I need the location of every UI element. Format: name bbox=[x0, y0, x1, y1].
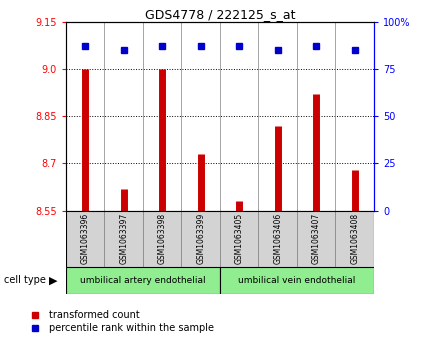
Text: GSM1063405: GSM1063405 bbox=[235, 213, 244, 264]
Bar bbox=[143, 211, 181, 267]
Bar bbox=[105, 211, 143, 267]
Text: GSM1063397: GSM1063397 bbox=[119, 213, 128, 264]
Text: GSM1063406: GSM1063406 bbox=[273, 213, 282, 264]
Bar bbox=[258, 211, 297, 267]
Text: GSM1063399: GSM1063399 bbox=[196, 213, 205, 264]
Bar bbox=[66, 267, 220, 294]
Text: umbilical artery endothelial: umbilical artery endothelial bbox=[80, 276, 206, 285]
Text: GSM1063396: GSM1063396 bbox=[81, 213, 90, 264]
Text: umbilical vein endothelial: umbilical vein endothelial bbox=[238, 276, 356, 285]
Title: GDS4778 / 222125_s_at: GDS4778 / 222125_s_at bbox=[144, 8, 295, 21]
Legend: transformed count, percentile rank within the sample: transformed count, percentile rank withi… bbox=[22, 306, 218, 337]
Bar bbox=[220, 211, 258, 267]
Bar bbox=[66, 211, 105, 267]
Text: GSM1063398: GSM1063398 bbox=[158, 213, 167, 264]
Text: cell type: cell type bbox=[4, 276, 46, 285]
Bar bbox=[181, 211, 220, 267]
Text: ▶: ▶ bbox=[49, 276, 57, 285]
Text: GSM1063407: GSM1063407 bbox=[312, 213, 321, 264]
Bar bbox=[297, 211, 335, 267]
Text: GSM1063408: GSM1063408 bbox=[350, 213, 359, 264]
Bar bbox=[335, 211, 374, 267]
Bar bbox=[220, 267, 374, 294]
